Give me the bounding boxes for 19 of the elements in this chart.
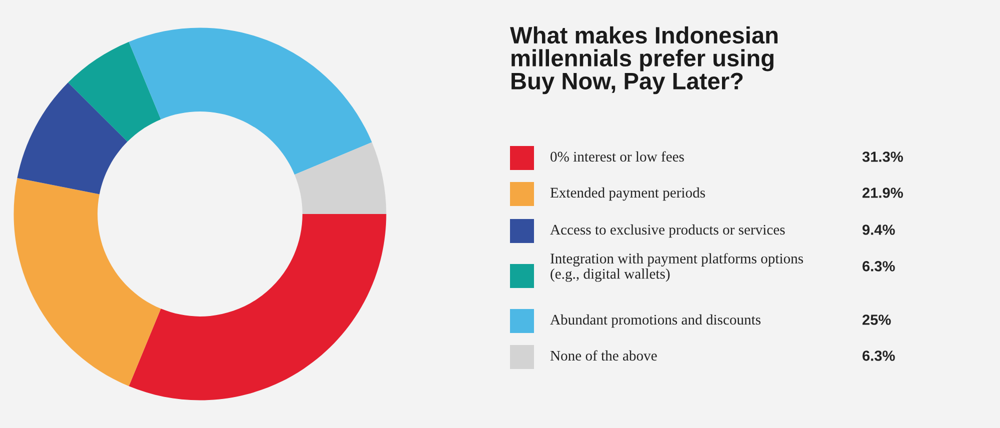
donut-slice	[14, 178, 161, 386]
data-label: 25%	[862, 314, 891, 325]
text: What makes Indonesian millennials prefer using Buy Now, Pay Later?	[510, 26, 778, 94]
legend-label: Integration with payment platforms options (e.g., digital wallets)	[550, 253, 804, 282]
data-label: 31.3%	[862, 152, 903, 162]
data-label: 9.4%	[862, 224, 895, 235]
legend-label: None of the above	[550, 350, 657, 361]
donut-slice	[128, 214, 386, 400]
legend-label: Abundant promotions and discounts	[550, 314, 761, 328]
legend-label: 0% interest or low fees	[550, 151, 684, 162]
donut-slice	[294, 142, 386, 214]
donut-slice	[68, 42, 161, 142]
donut-slice	[17, 82, 128, 194]
data-label: 21.9%	[862, 188, 903, 198]
legend-label: Extended payment periods	[550, 187, 705, 201]
donut-slice	[128, 28, 372, 175]
legend-label: Access to exclusive products or services	[550, 224, 785, 238]
data-label: 6.3%	[862, 350, 895, 361]
data-label: 6.3%	[862, 261, 895, 272]
